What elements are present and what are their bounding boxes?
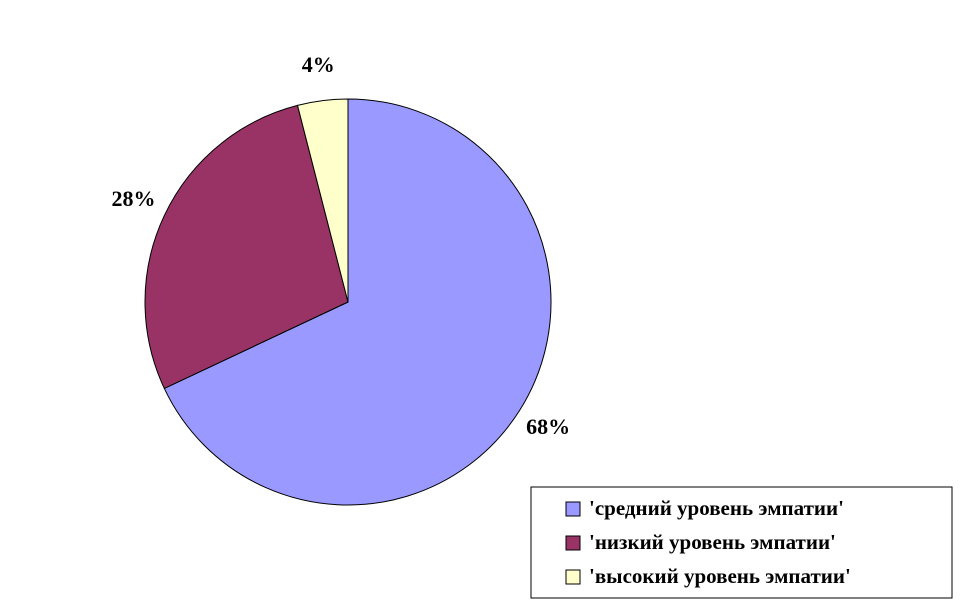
legend-swatch [565,569,581,585]
legend-box [530,486,953,599]
pie-slice [144,104,349,390]
pie-slice [296,98,349,303]
legend-swatch [565,535,581,551]
legend-label: 'низкий уровень эмпатии' [589,530,836,554]
data-label: 4% [302,52,335,77]
legend-swatch [565,501,581,517]
data-label: 28% [112,186,156,211]
legend-label: 'высокий уровень эмпатии' [589,564,851,588]
pie-slice [163,98,552,506]
data-label: 68% [526,414,570,439]
legend-label: 'средний уровень эмпатии' [589,496,844,520]
